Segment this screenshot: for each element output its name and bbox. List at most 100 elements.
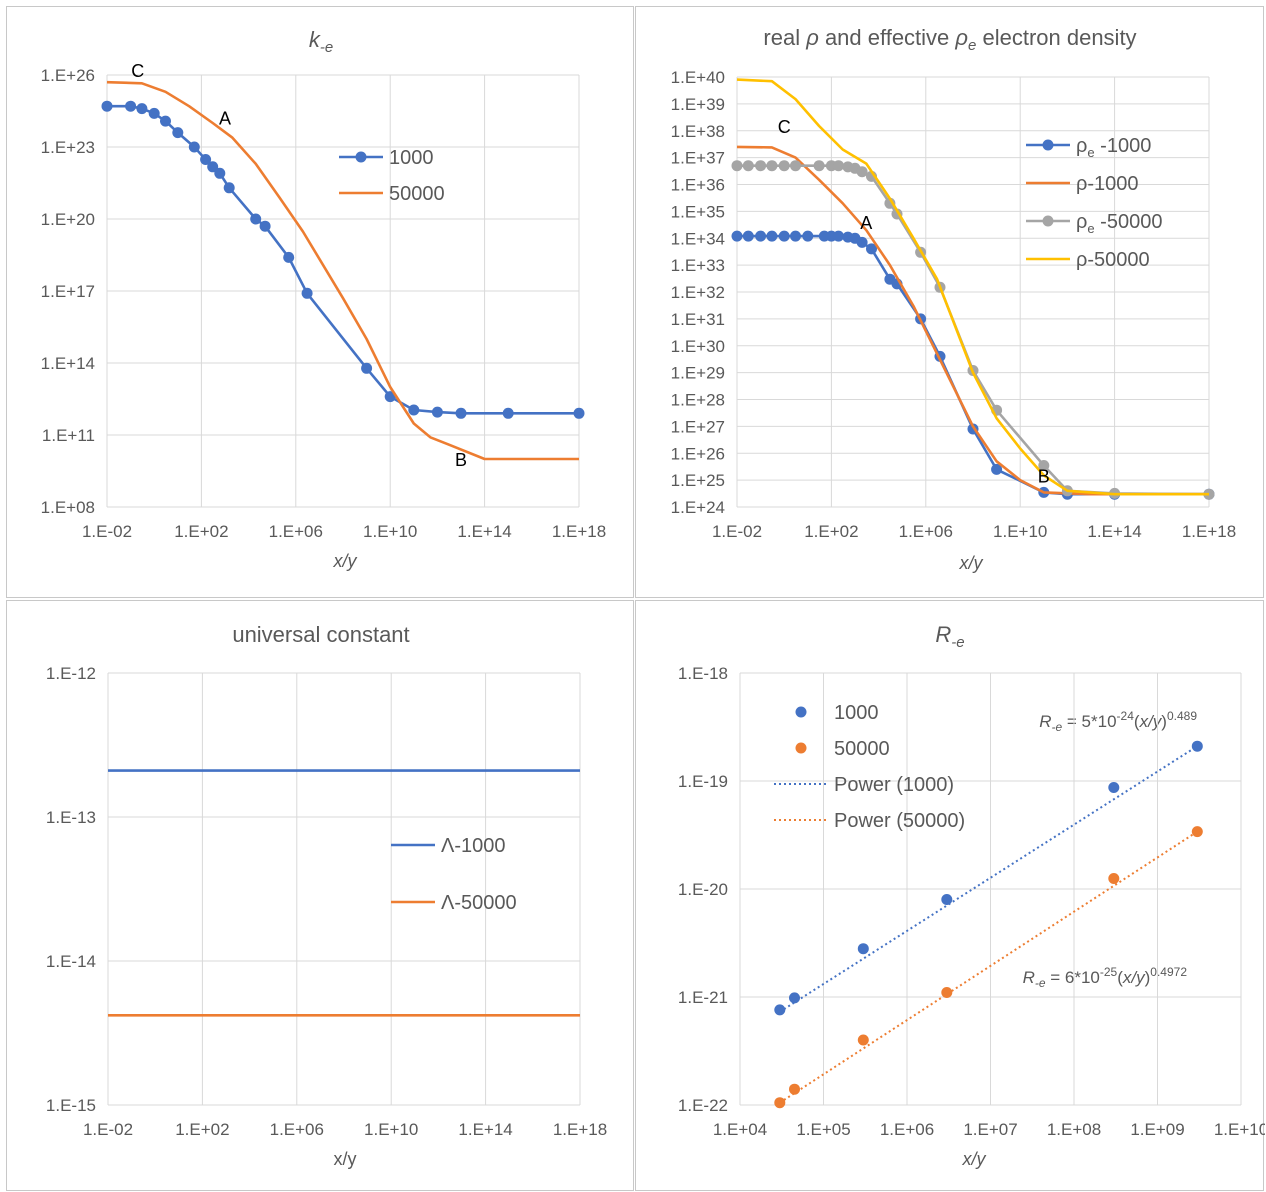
data-point [766,160,778,172]
y-tick-label: 1.E+26 [671,444,725,463]
y-tick-label: 1.E-19 [678,772,728,791]
y-tick-label: 1.E+38 [671,122,725,141]
data-point [214,167,226,179]
y-tick-label: 1.E+27 [671,417,725,436]
y-tick-label: 1.E+36 [671,176,725,195]
legend-item: ρ-50000 [1026,249,1150,271]
y-tick-label: 1.E+28 [671,391,725,410]
legend-swatch-marker [355,151,367,163]
annotation-label: C [131,61,144,81]
data-point [755,160,767,172]
legend-label: ρ-1000 [1076,173,1139,195]
annotation-label: A [860,213,872,233]
legend-item: ρ-1000 [1026,173,1139,195]
data-point [1038,460,1050,471]
data-point [833,230,844,242]
chart-ke: k-e x/y 1.E+08 1.E+11 1.E+14 1.E+17 1.E+20 1.… [41,27,607,571]
data-point [790,230,801,242]
data-point [384,391,396,403]
data-point [866,243,877,255]
x-tick-label: 1.E+18 [553,1120,607,1139]
y-tick-label: 1.E+33 [671,256,725,275]
legend: 1000 50000 [339,147,445,205]
x-tick-label: 1.E+06 [270,1120,324,1139]
trendline-equation-1000: R-e = 5*10-24(x/y)0.489 [1039,709,1197,734]
data-point [789,992,800,1004]
data-point [857,943,869,955]
data-point [1108,873,1120,884]
chart-title: real ρ and effective ρe electron density [763,25,1136,54]
y-tick-label: 1.E+23 [41,138,95,157]
data-point [101,100,113,112]
series-line [106,80,579,461]
data-point [200,154,212,165]
legend-swatch-marker [1042,139,1054,151]
x-tick-label: 1.E+02 [804,522,858,541]
x-tick-label: 1.E+14 [458,1120,512,1139]
data-point [250,213,262,225]
data-point [731,160,743,172]
y-tick-label: 1.E+40 [671,68,725,87]
x-axis-label: x/y [332,551,357,571]
data-point [301,287,313,299]
x-tick-label: 1.E+18 [1182,522,1236,541]
chart-re: R-e x/y R-e = 5*10-24(x/y)0.489 R-e = 6*… [678,622,1265,1169]
data-point [755,230,767,242]
y-tick-label: 1.E+25 [671,471,725,490]
y-tick-label: 1.E+24 [671,498,725,517]
y-tick-label: 1.E+20 [41,210,95,229]
series-line [736,145,1209,496]
data-point [941,987,953,998]
legend: Λ-1000 Λ-50000 [391,835,517,914]
legend-label: ρ-50000 [1076,249,1150,271]
chart-panel-re: R-e x/y R-e = 5*10-24(x/y)0.489 R-e = 6*… [635,600,1265,1191]
trendline-equation-50000: R-e = 6*10-25(x/y)0.4972 [1023,965,1188,990]
legend-swatch-marker [795,706,807,718]
data-point [884,197,896,209]
legend-label: Power (50000) [834,810,965,832]
chart-panel-ke: k-e x/y 1.E+08 1.E+11 1.E+14 1.E+17 1.E+20 1.… [6,6,634,598]
y-tick-label: 1.E+29 [671,364,725,383]
x-tick-label: 1.E+18 [552,522,606,541]
x-axis-label: x/y [961,1149,986,1169]
legend-label: 50000 [389,183,445,205]
legend-item: 1000 [339,147,434,169]
legend-label: 1000 [389,147,434,169]
chart-panel-lambda: universal constant x/y 1.E-15 1.E-14 1.E-1… [6,600,634,1191]
chart-lambda: universal constant x/y 1.E-15 1.E-14 1.E-1… [46,622,607,1169]
legend: ρe -1000 ρ-1000 ρe -50000 ρ-50000 [1026,135,1162,271]
legend-item: 50000 [339,183,445,205]
x-tick-label: 1.E-02 [82,522,132,541]
x-tick-label: 1.E+02 [174,522,228,541]
x-tick-label: 1.E+06 [899,522,953,541]
x-tick-label: 1.E+05 [796,1120,850,1139]
data-point [259,220,271,232]
data-point [766,230,778,242]
gridlines [739,672,1242,1106]
y-tick-label: 1.E-18 [678,664,728,683]
data-point [742,230,754,242]
data-point [1191,826,1203,838]
y-tick-label: 1.E+26 [41,66,95,85]
legend-label: 50000 [834,738,890,760]
y-tick-label: 1.E+17 [41,282,95,301]
y-tick-label: 1.E+30 [671,337,725,356]
data-point [1191,740,1203,752]
annotation-label: A [219,108,231,128]
legend: 1000 50000 Power (1000) Power (50000) [774,702,965,832]
data-point [160,115,171,127]
legend-item: 1000 [795,702,879,724]
x-tick-label: 1.E+10 [1214,1120,1265,1139]
data-point [207,161,219,173]
chart-panel-rho: real ρ and effective ρe electron density… [635,6,1264,598]
x-tick-label: 1.E-02 [83,1120,133,1139]
legend-item: Power (50000) [774,810,965,832]
annotation-label: B [1038,466,1050,486]
x-tick-label: 1.E+10 [364,1120,418,1139]
x-tick-label: 1.E+02 [175,1120,229,1139]
data-point [802,230,814,242]
chart-title: k-e [309,27,333,56]
x-tick-label: 1.E+07 [963,1120,1017,1139]
y-tick-label: 1.E+14 [41,354,95,373]
series-ρ-50000 [736,78,1209,496]
